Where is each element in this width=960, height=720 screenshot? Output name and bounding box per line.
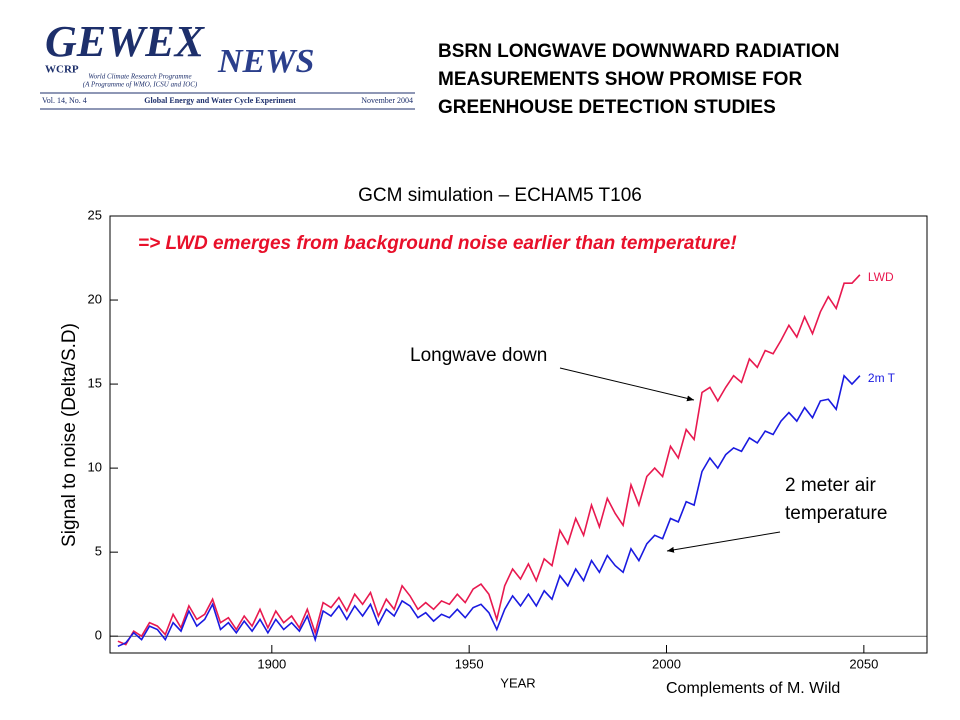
x-tick-label: 1900 (257, 656, 286, 671)
x-tick-label: 1950 (455, 656, 484, 671)
y-axis-label: Signal to noise (Delta/S.D) (59, 323, 80, 547)
callout: 2 meter air (785, 475, 876, 496)
callout: temperature (785, 503, 887, 524)
volume: Vol. 14, No. 4 (42, 96, 87, 105)
date: November 2004 (361, 96, 413, 105)
series-line (117, 374, 861, 648)
callout: Longwave down (410, 345, 547, 366)
news: NEWS (217, 43, 314, 80)
x-tick-label: 2050 (849, 656, 878, 671)
y-tick-label: 20 (88, 291, 102, 306)
series-label: 2m T (868, 371, 896, 385)
headline: BSRN LONGWAVE DOWNWARD RADIATION (438, 41, 839, 62)
logo: GEWEX (45, 17, 206, 66)
program-sub: (A Programme of WMO, ICSU and IOC) (83, 81, 198, 89)
y-tick-label: 0 (95, 628, 102, 643)
headline: MEASUREMENTS SHOW PROMISE FOR (438, 69, 802, 90)
series-label: LWD (868, 270, 894, 284)
series-line (117, 274, 861, 646)
y-tick-label: 15 (88, 376, 102, 391)
banner: Global Energy and Water Cycle Experiment (144, 96, 296, 105)
y-tick-label: 5 (95, 544, 102, 559)
y-tick-label: 10 (88, 460, 102, 475)
x-axis-label: YEAR (500, 675, 535, 690)
headline: GREENHOUSE DETECTION STUDIES (438, 97, 776, 118)
arrow (559, 367, 695, 402)
chart-title: GCM simulation – ECHAM5 T106 (358, 185, 642, 206)
plot-frame (109, 215, 928, 654)
x-tick-label: 2000 (652, 656, 681, 671)
arrow (666, 531, 781, 553)
y-tick-label: 25 (88, 207, 102, 222)
wcrp: WCRP (45, 64, 79, 76)
program: World Climate Research Programme (88, 73, 191, 81)
annotation: => LWD emerges from background noise ear… (138, 233, 737, 254)
credit: Complements of M. Wild (666, 680, 840, 697)
